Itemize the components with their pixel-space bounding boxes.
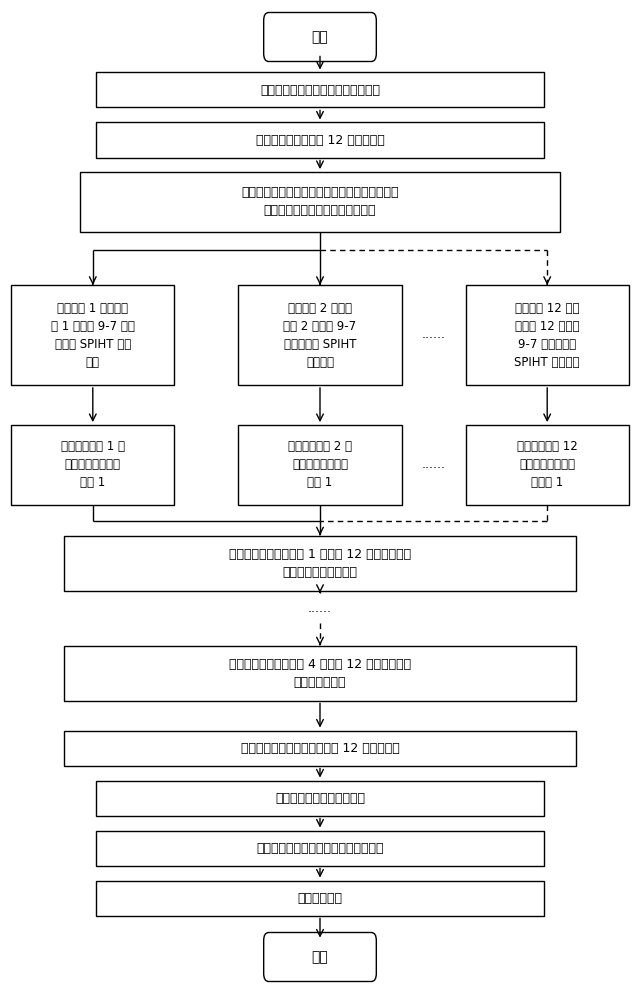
FancyBboxPatch shape xyxy=(80,172,560,232)
Text: 目标节点逐个解码编码文件: 目标节点逐个解码编码文件 xyxy=(275,792,365,804)
FancyBboxPatch shape xyxy=(239,285,402,385)
Text: 网络第三层的传输节点 1 接收到 12 个编码文件，
转发至下一个传输节点: 网络第三层的传输节点 1 接收到 12 个编码文件， 转发至下一个传输节点 xyxy=(229,548,411,578)
FancyBboxPatch shape xyxy=(11,425,174,505)
FancyBboxPatch shape xyxy=(466,425,629,505)
Text: ......: ...... xyxy=(308,601,332,614)
Text: 开始: 开始 xyxy=(312,30,328,44)
Text: 发送编码文件 2 到
网络第三层的传输
节点 1: 发送编码文件 2 到 网络第三层的传输 节点 1 xyxy=(288,440,352,489)
FancyBboxPatch shape xyxy=(64,646,576,700)
FancyBboxPatch shape xyxy=(96,122,544,157)
Text: 采集节点分别将每个分块图像及要求的压缩参数
发送到网络第二层的一个编码节点: 采集节点分别将每个分块图像及要求的压缩参数 发送到网络第二层的一个编码节点 xyxy=(241,186,399,218)
Text: 编码节点 1 将分块图
像 1 做提升 9-7 小波
变换及 SPIHT 压缩
编码: 编码节点 1 将分块图 像 1 做提升 9-7 小波 变换及 SPIHT 压缩 … xyxy=(51,302,135,368)
FancyBboxPatch shape xyxy=(11,285,174,385)
FancyBboxPatch shape xyxy=(64,536,576,590)
Text: 编码节点 12 将分
块图像 12 做提升
9-7 小波变换及
SPIHT 压缩编码: 编码节点 12 将分 块图像 12 做提升 9-7 小波变换及 SPIHT 压缩… xyxy=(515,302,580,368)
Text: 发送编码文件 12
到网络第三层的传
输节点 1: 发送编码文件 12 到网络第三层的传 输节点 1 xyxy=(517,440,577,489)
Text: 采集节点将图像分成 12 块分块图像: 采集节点将图像分成 12 块分块图像 xyxy=(255,133,385,146)
FancyBboxPatch shape xyxy=(264,932,376,982)
Text: ......: ...... xyxy=(422,458,445,472)
Text: 网络第一层采集节点选取待传输图像: 网络第一层采集节点选取待传输图像 xyxy=(260,84,380,97)
Text: 拼接重构图像: 拼接重构图像 xyxy=(298,892,342,904)
FancyBboxPatch shape xyxy=(466,285,629,385)
Text: 编码节点 2 将分块
图像 2 做提升 9-7
小波变换及 SPIHT
压缩编码: 编码节点 2 将分块 图像 2 做提升 9-7 小波变换及 SPIHT 压缩编码 xyxy=(284,302,356,368)
Text: 结束: 结束 xyxy=(312,950,328,964)
Text: 网络第三层的传输节点 4 接收到 12 个编码文件，
转发至目标节点: 网络第三层的传输节点 4 接收到 12 个编码文件， 转发至目标节点 xyxy=(229,658,411,688)
FancyBboxPatch shape xyxy=(96,780,544,816)
FancyBboxPatch shape xyxy=(239,425,402,505)
Text: ......: ...... xyxy=(422,328,445,342)
FancyBboxPatch shape xyxy=(96,880,544,916)
FancyBboxPatch shape xyxy=(64,730,576,766)
Text: 网络第三层的目标节点接收到 12 个编码文件: 网络第三层的目标节点接收到 12 个编码文件 xyxy=(241,742,399,754)
FancyBboxPatch shape xyxy=(96,72,544,107)
FancyBboxPatch shape xyxy=(96,830,544,865)
Text: 发送编码文件 1 到
网络第三层的传输
节点 1: 发送编码文件 1 到 网络第三层的传输 节点 1 xyxy=(61,440,125,489)
FancyBboxPatch shape xyxy=(264,12,376,62)
Text: 目标节点将小波系数矩阵做小波逆变换: 目标节点将小波系数矩阵做小波逆变换 xyxy=(256,842,384,854)
